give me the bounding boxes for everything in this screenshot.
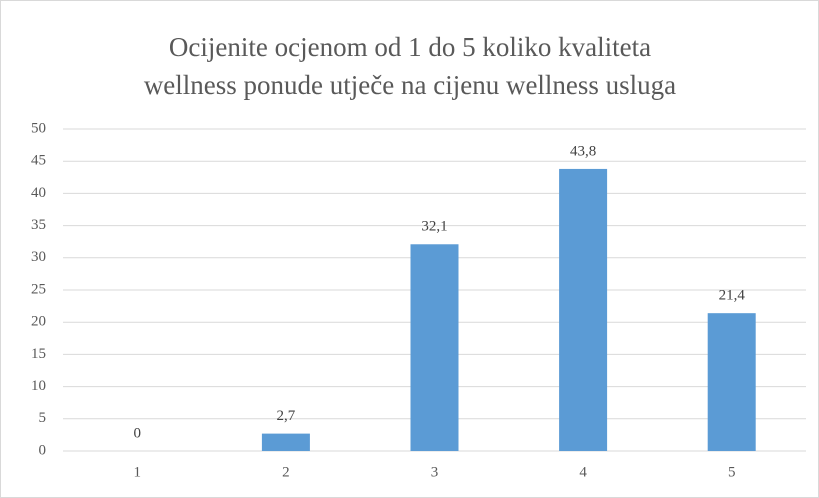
chart-title: Ocijenite ocjenom od 1 do 5 koliko kvali… — [169, 32, 651, 62]
bar — [261, 433, 310, 451]
y-tick-label: 50 — [31, 120, 46, 136]
y-tick-label: 40 — [31, 185, 46, 201]
y-tick-label: 5 — [39, 410, 47, 426]
y-tick-label: 0 — [39, 442, 47, 458]
bar — [559, 168, 608, 452]
value-label: 0 — [134, 425, 142, 441]
y-tick-label: 20 — [31, 314, 46, 330]
value-label: 32,1 — [421, 219, 447, 235]
x-tick-label: 1 — [134, 464, 142, 480]
y-tick-label: 25 — [31, 281, 46, 297]
y-tick-label: 45 — [31, 153, 46, 169]
y-tick-label: 35 — [31, 217, 46, 233]
bar — [707, 313, 756, 451]
value-label: 43,8 — [570, 143, 596, 159]
y-tick-label: 30 — [31, 249, 46, 265]
x-tick-label: 4 — [579, 464, 587, 480]
y-tick-label: 10 — [31, 378, 46, 394]
value-label: 21,4 — [719, 288, 746, 304]
chart-title: wellness ponude utječe na cijenu wellnes… — [144, 70, 676, 100]
x-tick-label: 2 — [282, 464, 290, 480]
bar — [410, 244, 459, 451]
x-tick-label: 3 — [431, 464, 439, 480]
x-tick-label: 5 — [728, 464, 736, 480]
value-label: 2,7 — [277, 408, 296, 424]
y-tick-label: 15 — [31, 346, 46, 362]
